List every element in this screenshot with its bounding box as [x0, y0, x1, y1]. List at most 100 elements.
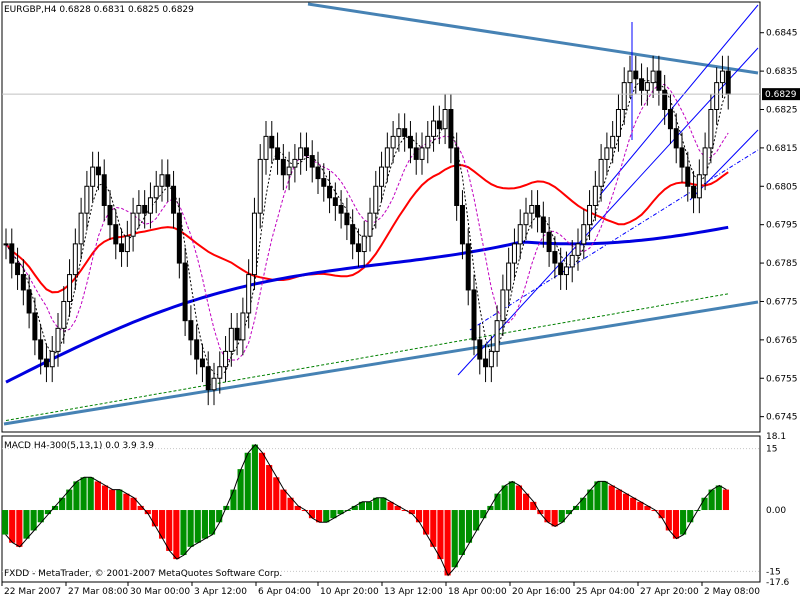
candle-body: [199, 358, 205, 368]
macd-bar: [458, 510, 465, 556]
channel-dashdot: [469, 149, 759, 331]
price-y-tick-label: 0.6815: [766, 144, 798, 154]
macd-bar: [594, 481, 601, 511]
macd-bar: [351, 505, 358, 511]
candle-body: [419, 147, 425, 160]
candle-body: [546, 231, 552, 253]
candle-body: [673, 128, 679, 149]
candle-body: [78, 212, 84, 245]
macd-bar: [87, 477, 94, 511]
candle-body: [431, 120, 437, 137]
price-y-tick-label: 0.6775: [766, 297, 798, 307]
macd-bar: [622, 493, 630, 511]
candle-body: [211, 377, 217, 391]
candle-body: [477, 339, 483, 360]
macd-bar: [101, 485, 109, 511]
candle-body: [20, 274, 26, 291]
macd-bar: [287, 497, 294, 511]
candle-body: [702, 147, 708, 176]
candle-body: [350, 224, 356, 245]
macd-bar: [30, 510, 37, 531]
candle-body: [656, 70, 662, 91]
candle-body: [662, 89, 668, 111]
macd-bar: [430, 510, 437, 547]
macd-y-tick-label: 0.00: [766, 506, 786, 516]
candle-body: [448, 109, 454, 149]
macd-bar: [701, 497, 708, 511]
macd-bar: [187, 510, 194, 547]
candle-body: [32, 312, 38, 341]
macd-bar: [73, 481, 80, 511]
candle-body: [43, 358, 49, 368]
macd-bar: [59, 497, 66, 511]
macd-bar: [715, 485, 722, 511]
macd-bar: [159, 510, 166, 539]
candle-body: [344, 212, 350, 226]
x-tick-label: 6 Apr 04:00: [258, 587, 311, 597]
macd-bar: [487, 505, 494, 511]
candle-body: [523, 212, 529, 226]
macd-bar: [672, 510, 680, 539]
macd-bar: [680, 510, 687, 535]
macd-bar: [244, 452, 251, 511]
candle-body: [685, 166, 691, 187]
candle-body: [592, 185, 598, 206]
candle-body: [639, 78, 645, 91]
candle-body: [644, 82, 650, 91]
candle-body: [15, 262, 21, 276]
macd-bar: [301, 510, 308, 512]
candle-body: [384, 147, 390, 168]
candle-body: [454, 147, 460, 206]
macd-bar: [565, 510, 572, 515]
candle-body: [396, 128, 402, 137]
candle-body: [488, 350, 494, 368]
macd-bar: [408, 510, 415, 515]
macd-bar: [608, 485, 615, 511]
candle-body: [500, 289, 506, 322]
macd-y-tick-label: 15: [766, 445, 777, 455]
candle-body: [9, 243, 15, 264]
candle-body: [257, 158, 263, 214]
candle-body: [194, 339, 200, 360]
channel-line-main: [457, 47, 759, 376]
macd-bar: [23, 510, 30, 539]
candle-body: [483, 358, 489, 368]
candle-body: [182, 262, 188, 322]
x-tick-label: 2 May 08:00: [704, 587, 760, 597]
macd-bar: [544, 510, 551, 523]
macd-bar: [330, 510, 337, 519]
macd-bar: [451, 510, 458, 568]
candle-body: [84, 185, 90, 214]
candle-body: [615, 109, 621, 137]
candle-body: [413, 147, 419, 160]
candle-body: [234, 327, 240, 341]
macd-bar: [537, 510, 544, 515]
macd-bar: [480, 510, 487, 519]
macd-bar: [708, 489, 715, 511]
candle-body: [321, 178, 327, 187]
price-y-tick-label: 0.6845: [766, 29, 798, 39]
macd-bar: [258, 452, 266, 511]
candle-body: [67, 274, 73, 302]
macd-bar: [658, 510, 665, 519]
x-tick-label: 27 Apr 20:00: [640, 587, 699, 597]
candle-body: [355, 243, 361, 253]
macd-bar: [137, 505, 144, 511]
macd-bar: [66, 489, 73, 511]
x-tick-label: 27 Mar 08:00: [68, 587, 128, 597]
candle-body: [529, 204, 535, 214]
candle-body: [725, 70, 731, 95]
macd-bar: [216, 510, 223, 523]
candle-body: [101, 174, 107, 206]
current-price-label: 0.6829: [765, 90, 797, 100]
candle-body: [633, 70, 639, 80]
current-price-tag: [762, 88, 800, 101]
macd-bar: [44, 510, 51, 515]
candle-body: [367, 212, 373, 237]
macd-bar: [2, 510, 9, 535]
candle-body: [228, 327, 234, 352]
x-tick-label: 13 Apr 12:00: [384, 587, 443, 597]
macd-bar: [465, 510, 473, 543]
macd-title: MACD H4-300(5,13,1) 0.0 3.9 3.9: [4, 441, 154, 451]
